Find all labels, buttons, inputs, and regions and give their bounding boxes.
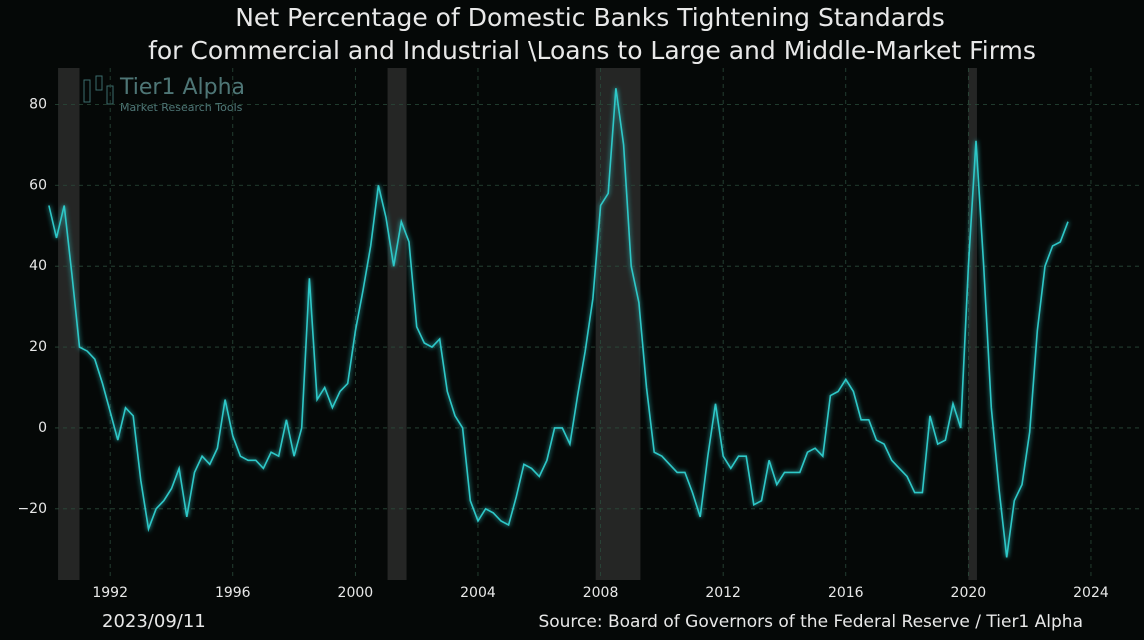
x-tick-label: 2012: [705, 585, 741, 601]
chart-title: for Commercial and Industrial \Loans to …: [148, 36, 1036, 65]
recession-band: [387, 68, 407, 580]
source: Source: Board of Governors of the Federa…: [538, 612, 1083, 632]
logo: Tier1 Alpha Market Research Tools: [83, 75, 245, 114]
data-line: [48, 88, 1069, 558]
recession-band: [595, 68, 641, 580]
y-tick-label: −20: [17, 501, 47, 517]
x-tick-label: 2016: [828, 585, 864, 601]
x-tick-label: 2004: [460, 585, 496, 601]
y-tick-label: 40: [29, 258, 47, 274]
x-tick-label: 2000: [338, 585, 374, 601]
y-tick-label: 0: [38, 420, 47, 436]
date: 2023/09/11: [102, 611, 206, 632]
x-tick-label: 2024: [1073, 585, 1109, 601]
recession-band: [58, 68, 80, 580]
x-tick-label: 2020: [951, 585, 987, 601]
x-tick-label: 1992: [92, 585, 128, 601]
y-tick-label: 80: [29, 96, 47, 112]
logo-icon: [95, 75, 103, 91]
logo-name: Tier1 Alpha: [119, 75, 245, 100]
y-tick-label: 20: [29, 339, 47, 355]
chart-title: Net Percentage of Domestic Banks Tighten…: [235, 3, 945, 32]
x-tick-label: 1996: [215, 585, 251, 601]
x-tick-label: 2008: [583, 585, 619, 601]
recession-band: [968, 68, 977, 580]
y-tick-label: 60: [29, 177, 47, 193]
logo-tagline: Market Research Tools: [120, 101, 243, 114]
logo-icon: [83, 79, 91, 103]
